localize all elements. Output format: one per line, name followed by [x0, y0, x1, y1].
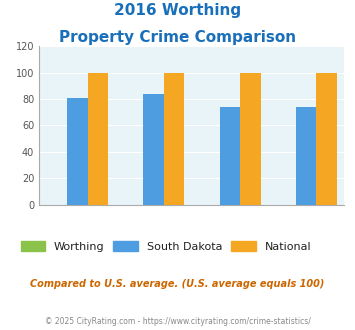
Bar [240, 73, 261, 205]
Bar [164, 73, 185, 205]
Text: Property Crime Comparison: Property Crime Comparison [59, 30, 296, 45]
Text: 2016 Worthing: 2016 Worthing [114, 3, 241, 18]
Bar [317, 73, 337, 205]
Bar [143, 94, 164, 205]
Legend: Worthing, South Dakota, National: Worthing, South Dakota, National [16, 237, 316, 256]
Bar [219, 107, 240, 205]
Text: Compared to U.S. average. (U.S. average equals 100): Compared to U.S. average. (U.S. average … [30, 279, 325, 289]
Bar [67, 98, 88, 205]
Text: © 2025 CityRating.com - https://www.cityrating.com/crime-statistics/: © 2025 CityRating.com - https://www.city… [45, 317, 310, 326]
Bar [88, 73, 108, 205]
Bar [296, 107, 317, 205]
